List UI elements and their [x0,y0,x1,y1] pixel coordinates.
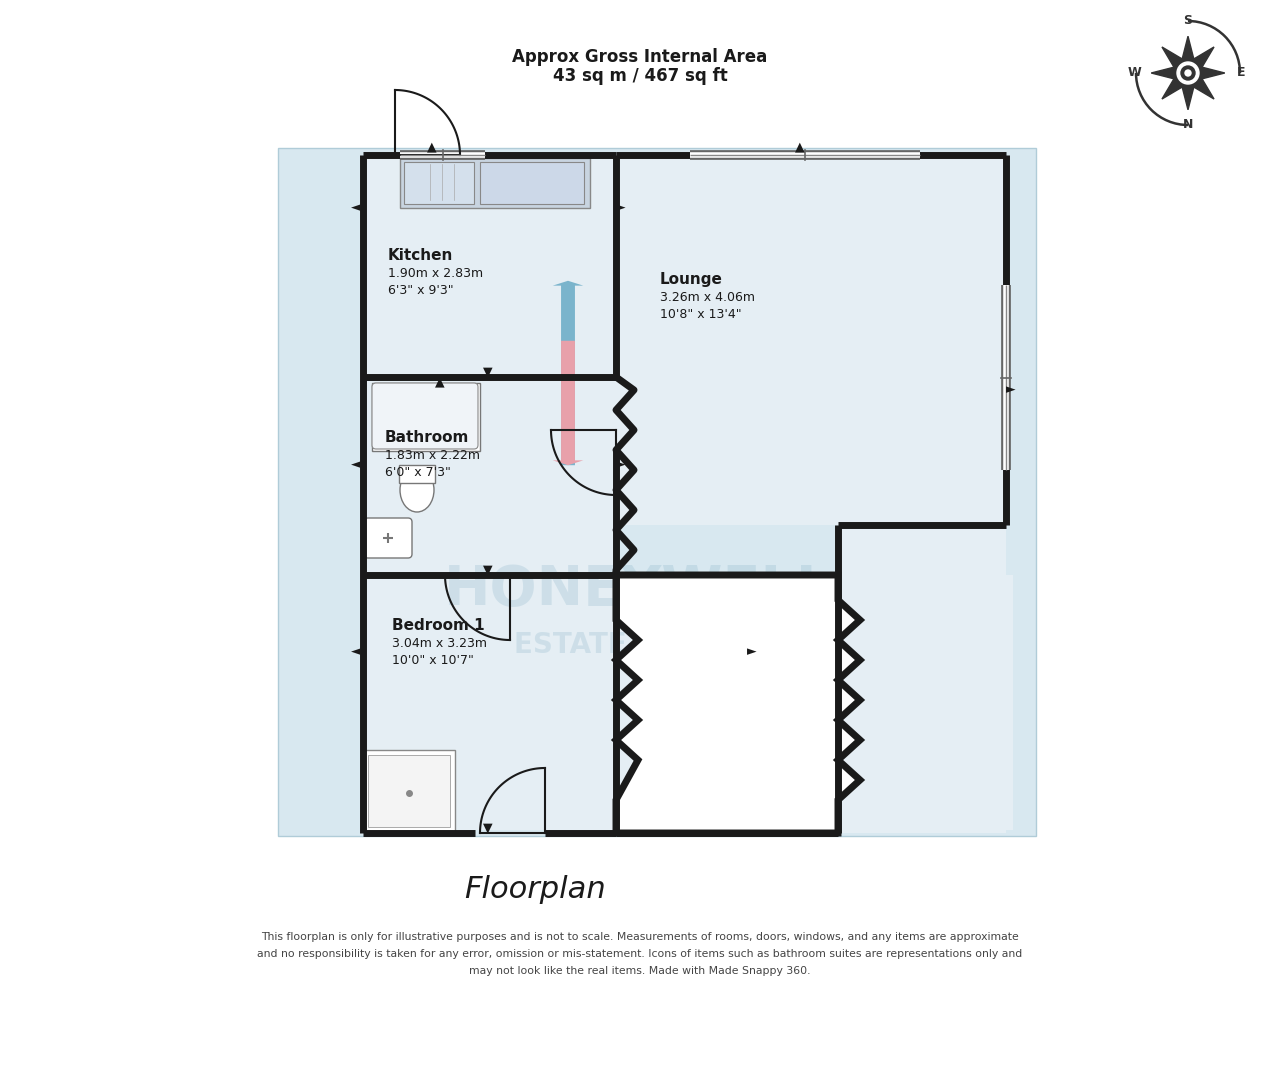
Text: ▲: ▲ [428,141,436,154]
Bar [364,155,616,377]
Bar [364,377,616,575]
Text: ►: ► [616,201,626,214]
Text: This floorplan is only for illustrative purposes and is not to scale. Measuremen: This floorplan is only for illustrative … [261,932,1019,942]
Text: ►: ► [1006,384,1016,397]
Text: ►: ► [616,458,626,471]
Bar [404,162,474,204]
Polygon shape [1151,36,1225,110]
Bar [372,383,480,451]
Circle shape [1185,70,1190,76]
Text: 6'3" x 9'3": 6'3" x 9'3" [388,284,453,297]
Text: Approx Gross Internal Area: Approx Gross Internal Area [512,48,768,66]
Bar [369,755,451,827]
Text: ▲: ▲ [435,375,445,388]
Text: 1.83m x 2.22m: 1.83m x 2.22m [385,449,480,462]
Circle shape [1178,62,1199,84]
Text: 43 sq m / 467 sq ft: 43 sq m / 467 sq ft [553,67,727,85]
Text: ESTATE AGENTS: ESTATE AGENTS [515,631,762,659]
Text: Bedroom 1: Bedroom 1 [392,618,485,633]
Text: ▲: ▲ [795,141,805,154]
Text: ▼: ▼ [483,822,493,835]
Bar [399,158,590,208]
Bar [278,148,1036,836]
Text: S: S [1184,14,1193,27]
Ellipse shape [399,468,434,512]
Polygon shape [616,575,860,833]
Bar [480,162,584,204]
Text: Floorplan: Floorplan [465,875,605,904]
Text: ▼: ▼ [483,366,493,378]
Text: W: W [1128,66,1142,80]
Text: 10'8" x 13'4": 10'8" x 13'4" [660,308,741,321]
Bar [364,750,454,831]
Text: may not look like the real items. Made with Made Snappy 360.: may not look like the real items. Made w… [470,966,810,976]
Text: Bathroom: Bathroom [385,430,470,445]
Text: 3.26m x 4.06m: 3.26m x 4.06m [660,291,755,304]
Text: ►: ► [748,646,756,659]
Text: E: E [1236,66,1245,80]
Text: ▼: ▼ [483,564,493,577]
Text: Lounge: Lounge [660,272,723,287]
Text: 3.04m x 3.23m: 3.04m x 3.23m [392,637,486,650]
Text: HONEYWELL: HONEYWELL [444,563,832,617]
Text: Kitchen: Kitchen [388,248,453,263]
FancyBboxPatch shape [372,383,477,449]
FancyBboxPatch shape [364,518,412,558]
Bar [616,155,1006,524]
Bar [399,465,435,483]
Text: and no responsibility is taken for any error, omission or mis-statement. Icons o: and no responsibility is taken for any e… [257,949,1023,959]
Text: ◄: ◄ [351,201,361,214]
Bar [364,575,1012,830]
Text: ◄: ◄ [351,646,361,659]
Text: 10'0" x 10'7": 10'0" x 10'7" [392,655,474,667]
Text: ◄: ◄ [351,458,361,471]
Text: 6'0" x 7'3": 6'0" x 7'3" [385,466,451,479]
Text: 1.90m x 2.83m: 1.90m x 2.83m [388,266,483,280]
Text: N: N [1183,117,1193,130]
Circle shape [1181,66,1196,80]
Bar [838,524,1006,833]
